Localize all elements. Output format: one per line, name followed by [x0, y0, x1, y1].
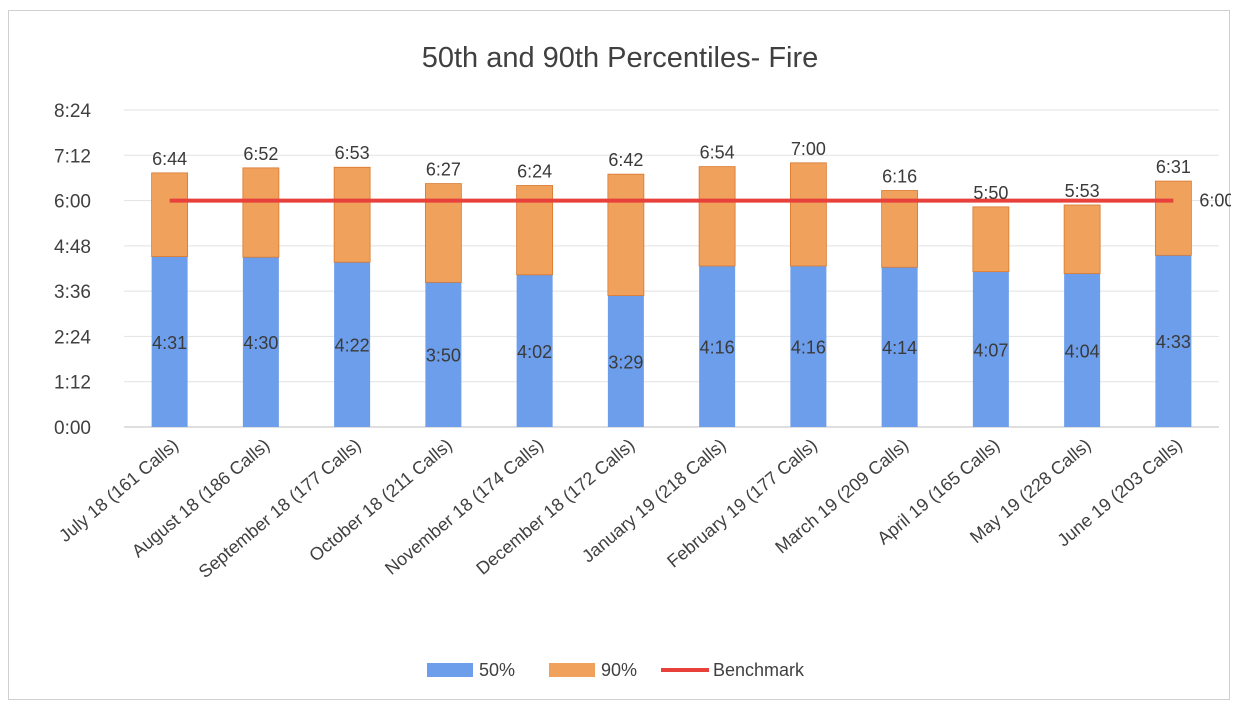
bar-90-percentile: [151, 172, 189, 257]
data-label-90: 5:53: [1065, 181, 1100, 201]
data-label-50: 3:29: [608, 352, 643, 372]
bar-50-percentile: [699, 265, 736, 427]
data-label-50: 4:14: [882, 338, 917, 358]
y-tick-label: 3:36: [54, 282, 91, 303]
data-label-50: 4:07: [973, 340, 1008, 360]
y-tick-label: 1:12: [54, 373, 91, 394]
data-labels: 4:31 6:44 4:30 6:52 4:22 6:53 3:50 6:27 4:02 6:24…: [152, 139, 1191, 372]
data-label-90: 6:42: [608, 150, 643, 170]
data-label-90: 7:00: [791, 139, 826, 159]
legend-label-benchmark: Benchmark: [713, 660, 805, 680]
data-label-50: 4:02: [517, 342, 552, 362]
bar-90-percentile: [607, 173, 645, 296]
y-tick-label: 4:48: [54, 237, 91, 258]
bar-50-percentile: [1155, 255, 1192, 427]
data-label-90: 6:52: [243, 144, 278, 164]
data-label-50: 4:16: [791, 337, 826, 357]
bar-90-percentile: [881, 190, 919, 268]
data-label-90: 6:44: [152, 149, 187, 169]
bar-90-percentile: [333, 166, 371, 263]
data-label-50: 4:33: [1156, 332, 1191, 352]
x-tick-label: February 19 (177 Calls): [663, 435, 821, 572]
chart-title: 50th and 90th Percentiles- Fire: [422, 42, 819, 74]
bar-50-percentile: [334, 262, 371, 427]
bar-50-percentile: [151, 256, 188, 427]
x-axis: July 18 (161 Calls)August 18 (186 Calls)…: [55, 435, 1186, 582]
bars: [151, 162, 1192, 427]
data-label-90: 6:16: [882, 167, 917, 187]
benchmark-label: 6:00: [1199, 191, 1231, 211]
data-label-50: 4:22: [335, 336, 370, 356]
legend-label-50: 50%: [479, 660, 515, 680]
y-axis: 0:00 1:12 2:24 3:36 4:48 6:00 7:12 8:24: [54, 101, 91, 439]
data-label-90: 6:27: [426, 160, 461, 180]
data-label-90: 6:24: [517, 161, 552, 181]
legend-label-90: 90%: [601, 660, 637, 680]
bar-90-percentile: [1063, 204, 1101, 274]
data-label-50: 3:50: [426, 346, 461, 366]
y-tick-label: 6:00: [54, 192, 91, 213]
x-tick-label: November 18 (174 Calls): [381, 435, 547, 579]
bar-90-percentile: [424, 183, 462, 283]
gridlines: [124, 109, 1219, 428]
legend: 50% 90% Benchmark: [427, 660, 805, 680]
bar-50-percentile: [1064, 273, 1101, 427]
data-label-50: 4:04: [1065, 341, 1100, 361]
y-tick-label: 2:24: [54, 327, 91, 348]
bar-50-percentile: [516, 274, 553, 427]
legend-swatch-90: [549, 663, 595, 677]
data-label-50: 4:31: [152, 333, 187, 353]
benchmark-series: 6:00: [169, 191, 1231, 211]
data-label-50: 4:30: [243, 333, 278, 353]
bar-90-percentile: [242, 167, 280, 258]
legend-swatch-50: [427, 663, 473, 677]
x-tick-label: December 18 (172 Calls): [472, 435, 638, 579]
bar-90-percentile: [1154, 180, 1192, 256]
data-label-90: 6:53: [335, 143, 370, 163]
bar-50-percentile: [881, 267, 918, 427]
bar-90-percentile: [972, 206, 1010, 273]
data-label-50: 4:16: [700, 337, 735, 357]
data-label-90: 5:50: [973, 183, 1008, 203]
data-label-90: 6:54: [700, 143, 735, 163]
bar-50-percentile: [242, 257, 279, 427]
bar-50-percentile: [790, 265, 827, 427]
chart-frame: 50th and 90th Percentiles- Fire 0:00 1:12…: [8, 10, 1231, 700]
data-label-90: 6:31: [1156, 157, 1191, 177]
y-tick-label: 8:24: [54, 101, 91, 122]
bar-90-percentile: [789, 162, 827, 267]
bar-50-percentile: [607, 295, 644, 427]
bar-50-percentile: [425, 282, 462, 427]
bar-90-percentile: [698, 166, 736, 267]
y-tick-label: 7:12: [54, 146, 91, 167]
x-tick-label: September 18 (177 Calls): [195, 435, 365, 582]
chart: 50th and 90th Percentiles- Fire 0:00 1:12…: [54, 42, 1231, 680]
y-tick-label: 0:00: [54, 418, 91, 439]
bar-50-percentile: [972, 271, 1009, 427]
